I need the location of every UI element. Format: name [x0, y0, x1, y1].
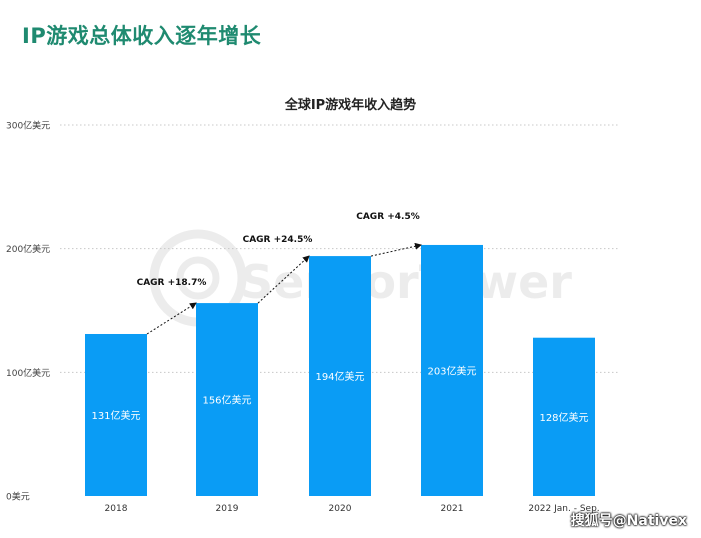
- bar-2022: [533, 337, 595, 496]
- watermark-text: SensorTower: [240, 255, 572, 309]
- bar-value-label: 128亿美元: [539, 411, 588, 424]
- bar-value-label: 131亿美元: [91, 409, 140, 422]
- x-tick-label: 2020: [329, 504, 352, 514]
- slide-title: IP游戏总体收入逐年增长: [22, 24, 262, 48]
- bar-2019: [196, 303, 258, 496]
- bars: 131亿美元 156亿美元 194亿美元 203亿美元 128亿美元: [85, 244, 595, 496]
- chart-title: 全球IP游戏年收入趋势: [284, 98, 417, 113]
- bar-2020: [309, 256, 371, 496]
- y-tick-label: 0美元: [6, 491, 30, 503]
- cagr-arrow: [370, 242, 422, 257]
- bar-value-label: 203亿美元: [427, 364, 476, 377]
- y-tick-label: 300亿美元: [6, 120, 50, 132]
- bar-2021: [421, 244, 483, 496]
- sensortower-watermark: SensorTower: [149, 229, 572, 327]
- cagr-label: CAGR +4.5%: [356, 212, 420, 222]
- source-credit: 搜狐号@Nativex: [570, 513, 687, 529]
- y-tick-label: 100亿美元: [6, 367, 50, 379]
- cagr-arrow: [146, 302, 197, 335]
- x-tick-label: 2021: [441, 504, 464, 514]
- cagr-arrow: [257, 255, 310, 304]
- x-tick-label: 2018: [105, 504, 128, 514]
- bar-value-label: 156亿美元: [202, 394, 251, 407]
- x-tick-label: 2019: [216, 504, 239, 514]
- y-tick-label: 200亿美元: [6, 243, 50, 255]
- cagr-label: CAGR +18.7%: [137, 278, 207, 288]
- bar-2018: [85, 333, 147, 496]
- y-axis-ticks: 0美元 100亿美元 200亿美元 300亿美元: [6, 120, 50, 503]
- bar-value-label: 194亿美元: [315, 370, 364, 383]
- cagr-annotations: CAGR +18.7% CAGR +24.5% CAGR +4.5%: [137, 212, 422, 335]
- x-axis-ticks: 2018 2019 2020 2021 2022 Jan. - Sep.: [105, 504, 600, 514]
- x-tick-label: 2022 Jan. - Sep.: [528, 504, 599, 514]
- cagr-label: CAGR +24.5%: [243, 235, 313, 245]
